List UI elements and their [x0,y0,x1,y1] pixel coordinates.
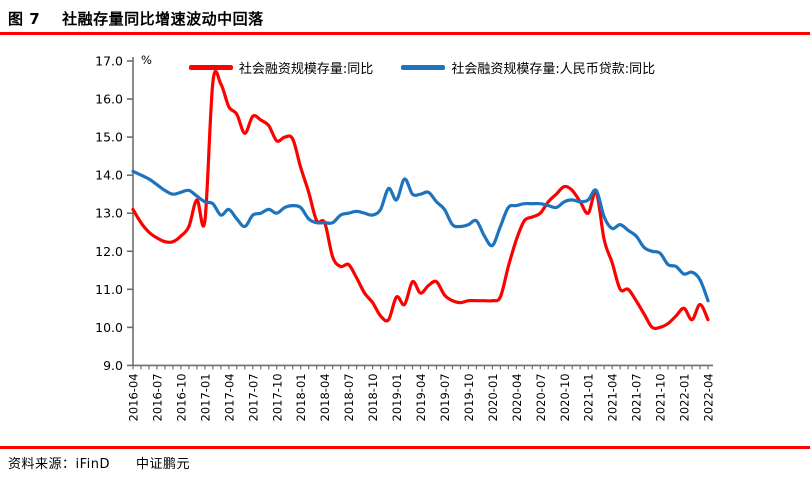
y-tick-label: 16.0 [95,92,123,107]
x-tick-label: 2022-04 [702,373,716,421]
series-line-0 [131,69,710,331]
legend-item-tsf: 社会融资规模存量:同比 [188,58,374,77]
top-rule [0,32,810,35]
x-tick-label: 2019-01 [390,373,404,421]
x-tick-label: 2021-04 [606,373,620,421]
x-tick-label: 2020-07 [534,373,548,421]
x-tick-label: 2021-07 [630,373,644,421]
x-tick-label: 2019-10 [462,373,476,421]
y-tick-label: 14.0 [95,168,123,183]
x-tick-label: 2016-04 [127,373,141,421]
x-tick-label: 2018-07 [342,373,356,421]
figure-title: 图 7 社融存量同比增速波动中回落 [8,8,264,29]
y-tick-label: 15.0 [95,130,123,145]
x-tick-label: 2020-01 [486,373,500,421]
figure-label: 图 7 [8,10,41,28]
red-line-sample [188,65,233,70]
x-tick-label: 2018-01 [294,373,308,421]
x-tick-label: 2019-04 [414,373,428,421]
series-line-1 [131,169,710,303]
x-tick-label: 2020-04 [510,373,524,421]
x-tick-label: 2017-07 [246,373,260,421]
x-tick-label: 2016-07 [150,373,164,421]
blue-line-sample [401,65,446,70]
x-tick-label: 2018-10 [366,373,380,421]
legend-label-tsf: 社会融资规模存量:同比 [238,62,374,77]
x-tick-label: 2016-10 [174,373,188,421]
y-tick-label: 10.0 [95,320,123,335]
x-tick-label: 2020-10 [558,373,572,421]
y-tick-label: 13.0 [95,206,123,221]
y-tick-label: 9.0 [103,358,123,373]
y-tick-label: 17.0 [95,54,123,69]
source-label: 资料来源： [8,457,76,472]
y-tick-label: 12.0 [95,244,123,259]
x-tick-label: 2017-01 [198,373,212,421]
y-tick-label: 11.0 [95,282,123,297]
x-tick-label: 2021-10 [654,373,668,421]
chart-legend: 社会融资规模存量:同比 社会融资规模存量:人民币贷款:同比 [133,58,711,77]
x-tick-label: 2019-07 [438,373,452,421]
brand-name: 中证鹏元 [136,457,191,472]
x-tick-label: 2017-10 [270,373,284,421]
x-tick-label: 2017-04 [222,373,236,421]
bottom-rule [0,446,810,449]
legend-label-rmb-loans: 社会融资规模存量:人民币贷款:同比 [451,62,656,77]
x-tick-label: 2022-01 [678,373,692,421]
y-axis-unit-label: % [141,53,152,67]
figure-title-text: 社融存量同比增速波动中回落 [62,10,264,28]
x-tick-label: 2018-04 [318,373,332,421]
source-value: iFinD [75,457,111,472]
legend-item-rmb-loans: 社会融资规模存量:人民币贷款:同比 [401,58,655,77]
x-tick-label: 2021-01 [582,373,596,421]
source-line: 资料来源：iFinD 中证鹏元 [8,453,190,472]
